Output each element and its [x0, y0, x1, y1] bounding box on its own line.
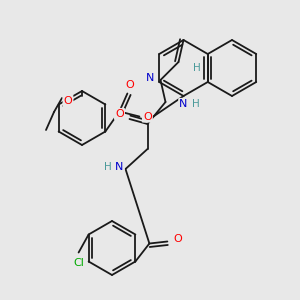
Text: N: N — [179, 99, 188, 109]
Text: H: H — [193, 63, 200, 73]
Text: H: H — [192, 99, 200, 109]
Text: O: O — [115, 109, 124, 119]
Text: H: H — [103, 162, 111, 172]
Text: N: N — [115, 162, 124, 172]
Text: N: N — [146, 73, 155, 83]
Text: O: O — [173, 233, 182, 244]
Text: O: O — [125, 80, 134, 91]
Text: O: O — [143, 112, 152, 122]
Text: Cl: Cl — [73, 257, 84, 268]
Text: O: O — [64, 96, 72, 106]
